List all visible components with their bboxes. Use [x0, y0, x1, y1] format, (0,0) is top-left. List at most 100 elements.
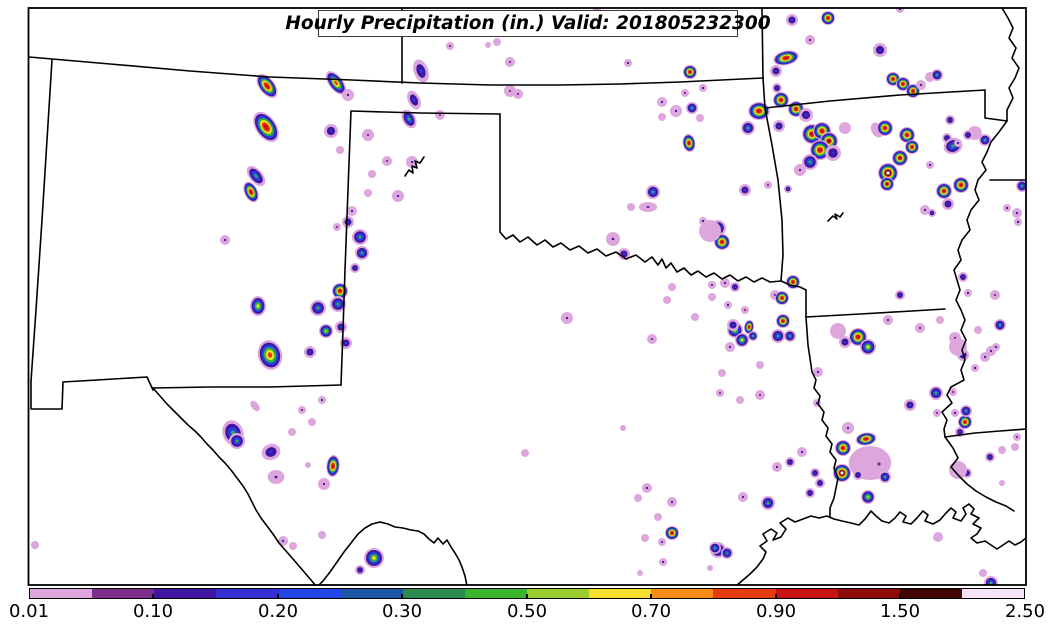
precip-cell	[31, 541, 39, 549]
precip-contour-ring	[316, 306, 320, 310]
precip-cell	[521, 449, 529, 457]
precip-cell	[949, 461, 967, 479]
precip-cell	[1016, 180, 1026, 192]
precip-cell	[718, 369, 726, 377]
precip-contour-ring	[963, 420, 967, 424]
colorbar-segment	[837, 589, 900, 598]
precip-contour-ring	[743, 308, 747, 312]
colorbar-tick	[899, 594, 901, 599]
precip-contour-ring	[935, 73, 939, 77]
precip-contour-ring	[936, 316, 944, 324]
precip-cell	[720, 278, 730, 288]
colorbar-label: 0.30	[381, 601, 423, 622]
colorbar-label: 0.90	[755, 601, 797, 622]
precip-contour-ring	[780, 296, 784, 300]
precip-cell	[958, 272, 968, 282]
precip-contour-ring	[654, 513, 662, 521]
precip-cell	[220, 235, 230, 245]
precip-contour-ring	[731, 323, 735, 327]
precip-cell	[971, 364, 979, 372]
precip-cell	[637, 570, 643, 576]
precip-contour-ring	[281, 539, 285, 543]
precip-cell	[1003, 204, 1011, 212]
precip-cell	[670, 105, 682, 117]
precip-cell	[799, 108, 813, 122]
precip-cell	[709, 542, 721, 554]
precip-cell	[933, 532, 943, 542]
precip-contour-ring	[300, 408, 304, 412]
precip-cell	[842, 422, 854, 434]
precip-cell	[770, 65, 782, 77]
precip-contour-ring	[804, 113, 808, 117]
colorbar-segment	[527, 589, 590, 598]
precip-contour-ring	[637, 570, 643, 576]
precip-cell	[926, 161, 934, 169]
precip-contour-ring	[407, 117, 411, 121]
precip-cell	[963, 130, 973, 140]
precip-contour-ring	[690, 106, 694, 110]
precip-contour-ring	[335, 225, 339, 229]
precip-contour-ring	[866, 345, 870, 349]
precip-cell	[1014, 218, 1022, 226]
precip-contour-ring	[935, 411, 939, 415]
precip-cell	[250, 296, 266, 316]
precip-cell	[772, 83, 782, 93]
precip-contour-ring	[626, 61, 630, 65]
precip-cell	[920, 205, 930, 215]
precip-contour-ring	[274, 475, 278, 479]
precip-cell	[936, 183, 952, 199]
precip-cell	[627, 203, 635, 211]
precip-contour-ring	[305, 462, 311, 468]
precip-contour-ring	[756, 361, 764, 369]
precip-cell	[756, 361, 764, 369]
precip-contour-ring	[691, 313, 699, 321]
border-oklahoma-missouri	[762, 77, 766, 109]
precip-contour-ring	[898, 156, 902, 160]
precip-contour-ring	[366, 133, 370, 137]
precip-contour-ring	[951, 144, 955, 148]
precip-cell	[304, 346, 316, 358]
precip-contour-ring	[448, 44, 452, 48]
precip-contour-ring	[508, 60, 512, 64]
precip-cell	[641, 534, 649, 542]
colorbar-label: 0.70	[630, 601, 672, 622]
precip-cell	[776, 314, 790, 328]
precip-cell	[772, 462, 782, 472]
precip-contour-ring	[896, 8, 904, 13]
precip-contour-ring	[670, 500, 674, 504]
precip-cell	[773, 50, 799, 66]
precip-contour-ring	[728, 345, 732, 349]
precip-cell	[725, 342, 735, 352]
precip-contour-ring	[741, 495, 745, 499]
colorbar-segment	[92, 589, 155, 598]
precip-contour-ring	[826, 16, 830, 20]
precip-cell	[318, 531, 326, 539]
colorbar-label: 0.01	[8, 601, 50, 622]
precip-cell	[620, 425, 626, 431]
precip-cell	[342, 89, 354, 101]
precip-cell	[784, 330, 796, 342]
precip-cell	[288, 428, 296, 436]
precip-cell	[741, 121, 755, 135]
precip-cell	[744, 320, 754, 334]
precip-cell	[899, 127, 915, 143]
precip-contour-ring	[776, 334, 780, 338]
precip-contour-ring	[687, 141, 691, 145]
precip-cell	[505, 57, 515, 67]
precip-contour-ring	[743, 188, 747, 192]
precip-cell	[964, 289, 972, 297]
precip-cell	[1011, 443, 1019, 451]
precip-cell	[877, 120, 893, 136]
colorbar-label: 0.50	[506, 601, 548, 622]
precip-contour-ring	[748, 325, 750, 329]
precip-cell	[805, 35, 815, 45]
precip-cell	[561, 312, 573, 324]
precip-contour-ring	[979, 569, 987, 577]
precip-cell	[931, 69, 943, 81]
precip-contour-ring	[808, 491, 812, 495]
precip-contour-ring	[949, 461, 967, 479]
precip-contour-ring	[961, 275, 965, 279]
precip-contour-ring	[993, 293, 997, 297]
precip-contour-ring	[634, 494, 642, 502]
precip-cell	[855, 432, 877, 446]
